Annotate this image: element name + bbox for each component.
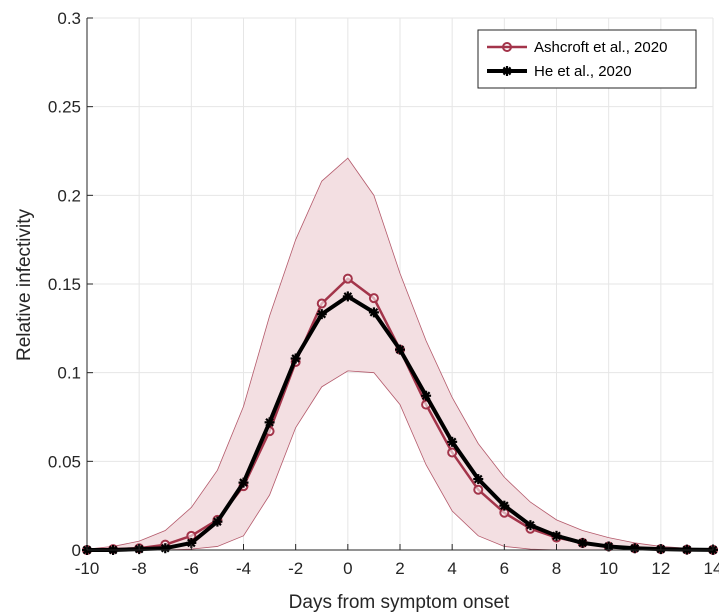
asterisk-stroke	[447, 437, 457, 447]
band-upper-edge	[86, 157, 714, 550]
data-point-he	[421, 390, 432, 401]
data-point-he	[473, 474, 484, 485]
asterisk-stroke	[369, 308, 379, 317]
y-tick-label: 0.1	[57, 364, 81, 383]
y-tick-label: 0.2	[57, 186, 81, 205]
legend-marker-he	[502, 66, 512, 76]
data-point-ashcroft	[316, 298, 327, 309]
y-tick-label: 0.3	[57, 9, 81, 28]
axes	[86, 17, 714, 551]
data-point-ashcroft	[473, 484, 484, 495]
asterisk-stroke	[395, 345, 405, 354]
legend: Ashcroft et al., 2020 He et al., 2020	[477, 29, 697, 89]
x-tick-label: -4	[236, 559, 251, 578]
legend-marker-ashcroft	[502, 42, 512, 52]
data-point-he	[342, 291, 353, 302]
data-point-he	[629, 543, 640, 554]
data-point-he	[160, 543, 171, 554]
data-point-he	[368, 307, 379, 318]
data-point-ashcroft	[368, 293, 379, 304]
data-point-he	[525, 520, 536, 531]
y-tick-label: 0.15	[48, 275, 81, 294]
data-point-he	[290, 353, 301, 364]
legend-label-he: He et al., 2020	[534, 63, 632, 80]
asterisk-stroke	[291, 354, 300, 363]
tick-labels: -10 -8 -6 -4 -2 0 2 4 6 8 10 12 14 0 0.05 0.1 0.15 0.2 0.2…	[48, 9, 719, 578]
x-tick-label: 14	[704, 559, 719, 578]
x-tick-label: 10	[599, 559, 618, 578]
asterisk-stroke	[213, 517, 222, 526]
legend-box	[477, 29, 697, 89]
data-point-he	[577, 537, 588, 548]
x-axis-title: Days from symptom onset	[289, 592, 510, 613]
data-point-he	[447, 436, 458, 447]
asterisk-stroke	[502, 66, 512, 76]
data-point-ashcroft	[447, 447, 458, 458]
x-tick-label: -6	[184, 559, 199, 578]
x-tick-label: 0	[343, 559, 352, 578]
legend-asterisk	[502, 66, 512, 76]
series-lines	[82, 273, 718, 555]
x-tick-label: 6	[500, 559, 509, 578]
data-point-ashcroft	[342, 273, 353, 284]
asterisk-stroke	[526, 520, 535, 530]
asterisk-stroke	[421, 391, 431, 401]
asterisk-stroke	[473, 474, 483, 484]
x-tick-label: -8	[132, 559, 147, 578]
data-point-he	[212, 516, 223, 527]
y-tick-label: 0	[72, 541, 81, 560]
data-point-he	[264, 417, 275, 428]
asterisk-stroke	[343, 292, 353, 301]
x-tick-label: 12	[651, 559, 670, 578]
asterisk-stroke	[317, 309, 327, 319]
asterisk-stroke	[578, 538, 587, 548]
x-tick-label: 4	[447, 559, 456, 578]
asterisk-stroke	[500, 501, 509, 510]
data-point-he	[238, 477, 249, 488]
y-tick-label: 0.25	[48, 98, 81, 117]
legend-label-ashcroft: Ashcroft et al., 2020	[534, 39, 667, 56]
asterisk-stroke	[187, 538, 196, 548]
x-tick-label: -2	[288, 559, 303, 578]
asterisk-stroke	[239, 478, 248, 487]
data-point-he	[499, 500, 510, 511]
x-tick-label: 8	[552, 559, 561, 578]
x-tick-label: 2	[395, 559, 404, 578]
x-tick-label: -10	[75, 559, 100, 578]
data-point-he	[551, 530, 562, 541]
y-tick-label: 0.05	[48, 452, 81, 471]
data-point-he	[395, 344, 405, 355]
asterisk-stroke	[160, 543, 170, 553]
asterisk-stroke	[552, 531, 561, 541]
asterisk-stroke	[265, 418, 274, 427]
y-axis-title: Relative infectivity	[14, 208, 35, 361]
data-point-he	[316, 309, 327, 320]
asterisk-stroke	[630, 543, 640, 553]
